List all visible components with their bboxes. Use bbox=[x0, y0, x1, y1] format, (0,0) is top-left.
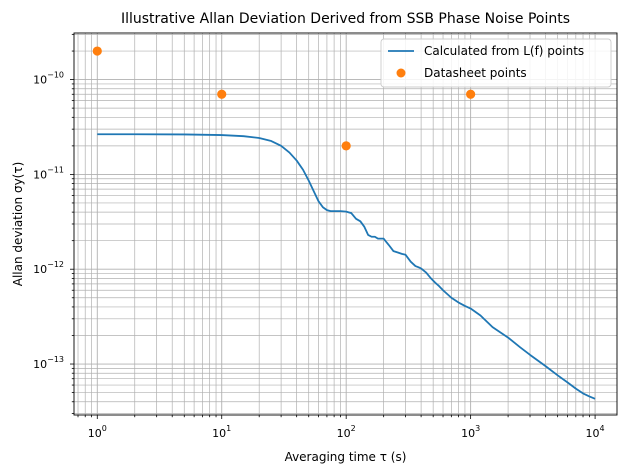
x-tick-label: 100 bbox=[88, 424, 107, 440]
ticks: 100 101 102 103 104 10−13 10−12 10−11 10−10 bbox=[33, 33, 605, 440]
datasheet-point bbox=[341, 141, 351, 151]
legend-marker-swatch bbox=[396, 68, 406, 78]
legend-label-datasheet: Datasheet points bbox=[424, 66, 527, 80]
x-tick-label: 104 bbox=[586, 424, 605, 440]
series-layer bbox=[92, 46, 596, 400]
chart-title: Illustrative Allan Deviation Derived fro… bbox=[121, 11, 570, 27]
series-line-calculated bbox=[97, 133, 596, 400]
datasheet-point bbox=[466, 89, 476, 99]
x-tick-label: 102 bbox=[337, 424, 356, 440]
x-tick-label: 101 bbox=[212, 424, 231, 440]
y-tick-label: 10−11 bbox=[33, 165, 64, 181]
legend: Calculated from L(f) points Datasheet po… bbox=[380, 38, 612, 88]
legend-box bbox=[380, 38, 612, 88]
datasheet-point bbox=[217, 89, 227, 99]
y-axis-label: Allan deviation σy(τ) bbox=[11, 162, 25, 287]
y-tick-label: 10−13 bbox=[33, 355, 64, 371]
x-tick-label: 103 bbox=[461, 424, 480, 440]
y-tick-label: 10−10 bbox=[33, 71, 64, 87]
y-tick-label: 10−12 bbox=[33, 260, 64, 276]
grid bbox=[74, 33, 617, 415]
x-axis-label: Averaging time τ (s) bbox=[285, 450, 407, 464]
legend-label-calculated: Calculated from L(f) points bbox=[424, 44, 584, 58]
datasheet-point bbox=[92, 46, 102, 56]
